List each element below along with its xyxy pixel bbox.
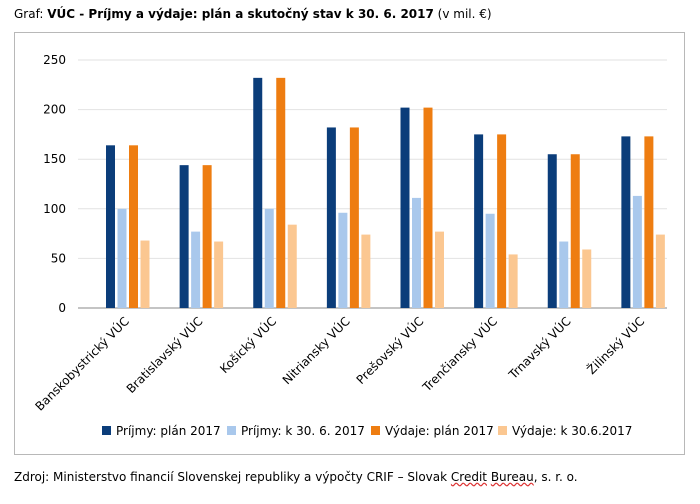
bar-4 [582,249,592,308]
legend-label: Príjmy: plán 2017 [116,424,221,438]
bar-2 [412,197,421,308]
legend-label: Výdaje: plán 2017 [385,424,494,438]
bar-2 [338,212,348,308]
category-label: Žilinský VÚC [584,314,648,378]
bar-4 [655,234,665,308]
caption-prefix: Graf: [14,7,48,21]
bar-1 [547,154,557,308]
source-credit: Credit [450,470,487,484]
bar-3 [276,77,286,308]
bar-3 [497,134,507,308]
legend-swatch [498,426,507,435]
category-label: Košický VÚC [216,314,279,377]
bar-1 [474,134,484,308]
bar-2 [191,231,201,308]
source-note: Zdroj: Ministerstvo financií Slovenskej … [14,469,578,485]
bar-1 [253,77,263,308]
bar-4 [508,254,518,308]
category-label: Prešovský VÚC [353,314,426,387]
legend-label: Príjmy: k 30. 6. 2017 [241,424,365,438]
y-tick-label: 100 [43,202,66,216]
bar-2 [117,208,127,308]
bar-2 [485,213,495,308]
y-tick-label: 200 [43,103,66,117]
bar-2 [559,241,569,308]
caption-title: VÚC - Príjmy a výdaje: plán a skutočný s… [47,7,434,21]
legend-label: Výdaje: k 30.6.2017 [512,424,632,438]
bar-3 [349,127,359,309]
bar-4 [214,241,224,308]
legend-swatch [227,426,236,435]
caption-unit: (v mil. €) [433,7,492,21]
y-tick-label: 150 [43,152,66,166]
source-text: Zdroj: Ministerstvo financií Slovenskej … [14,470,451,484]
bar-4 [140,240,150,308]
bar-1 [400,107,410,308]
bar-4 [287,224,297,308]
source-suffix: , s. r. o. [533,470,578,484]
chart-caption: Graf: VÚC - Príjmy a výdaje: plán a skut… [14,6,492,22]
bar-3 [129,145,138,308]
legend-swatch [102,426,111,435]
category-label: Trenčiansky VÚC [419,314,500,395]
bar-3 [202,165,212,308]
legend-swatch [371,426,380,435]
bar-4 [435,231,444,308]
category-label: Trnavský VÚC [505,314,574,383]
category-label: Bratislavský VÚC [123,314,205,396]
y-tick-label: 250 [43,53,66,67]
category-label: Nitriansky VÚC [279,314,353,388]
bar-3 [423,107,433,308]
category-label: Banskobystrický VÚC [32,314,132,414]
bar-1 [326,127,336,309]
y-tick-label: 0 [58,301,66,315]
y-tick-label: 50 [51,251,66,265]
bar-3 [570,154,580,308]
bar-4 [361,234,371,308]
bar-1 [179,165,189,308]
bar-1 [106,145,115,308]
bar-2 [264,208,274,308]
bar-3 [644,136,654,308]
chart-frame [14,32,685,455]
source-bureau: Bureau [490,470,534,484]
bar-2 [632,195,642,308]
bar-1 [621,136,631,308]
